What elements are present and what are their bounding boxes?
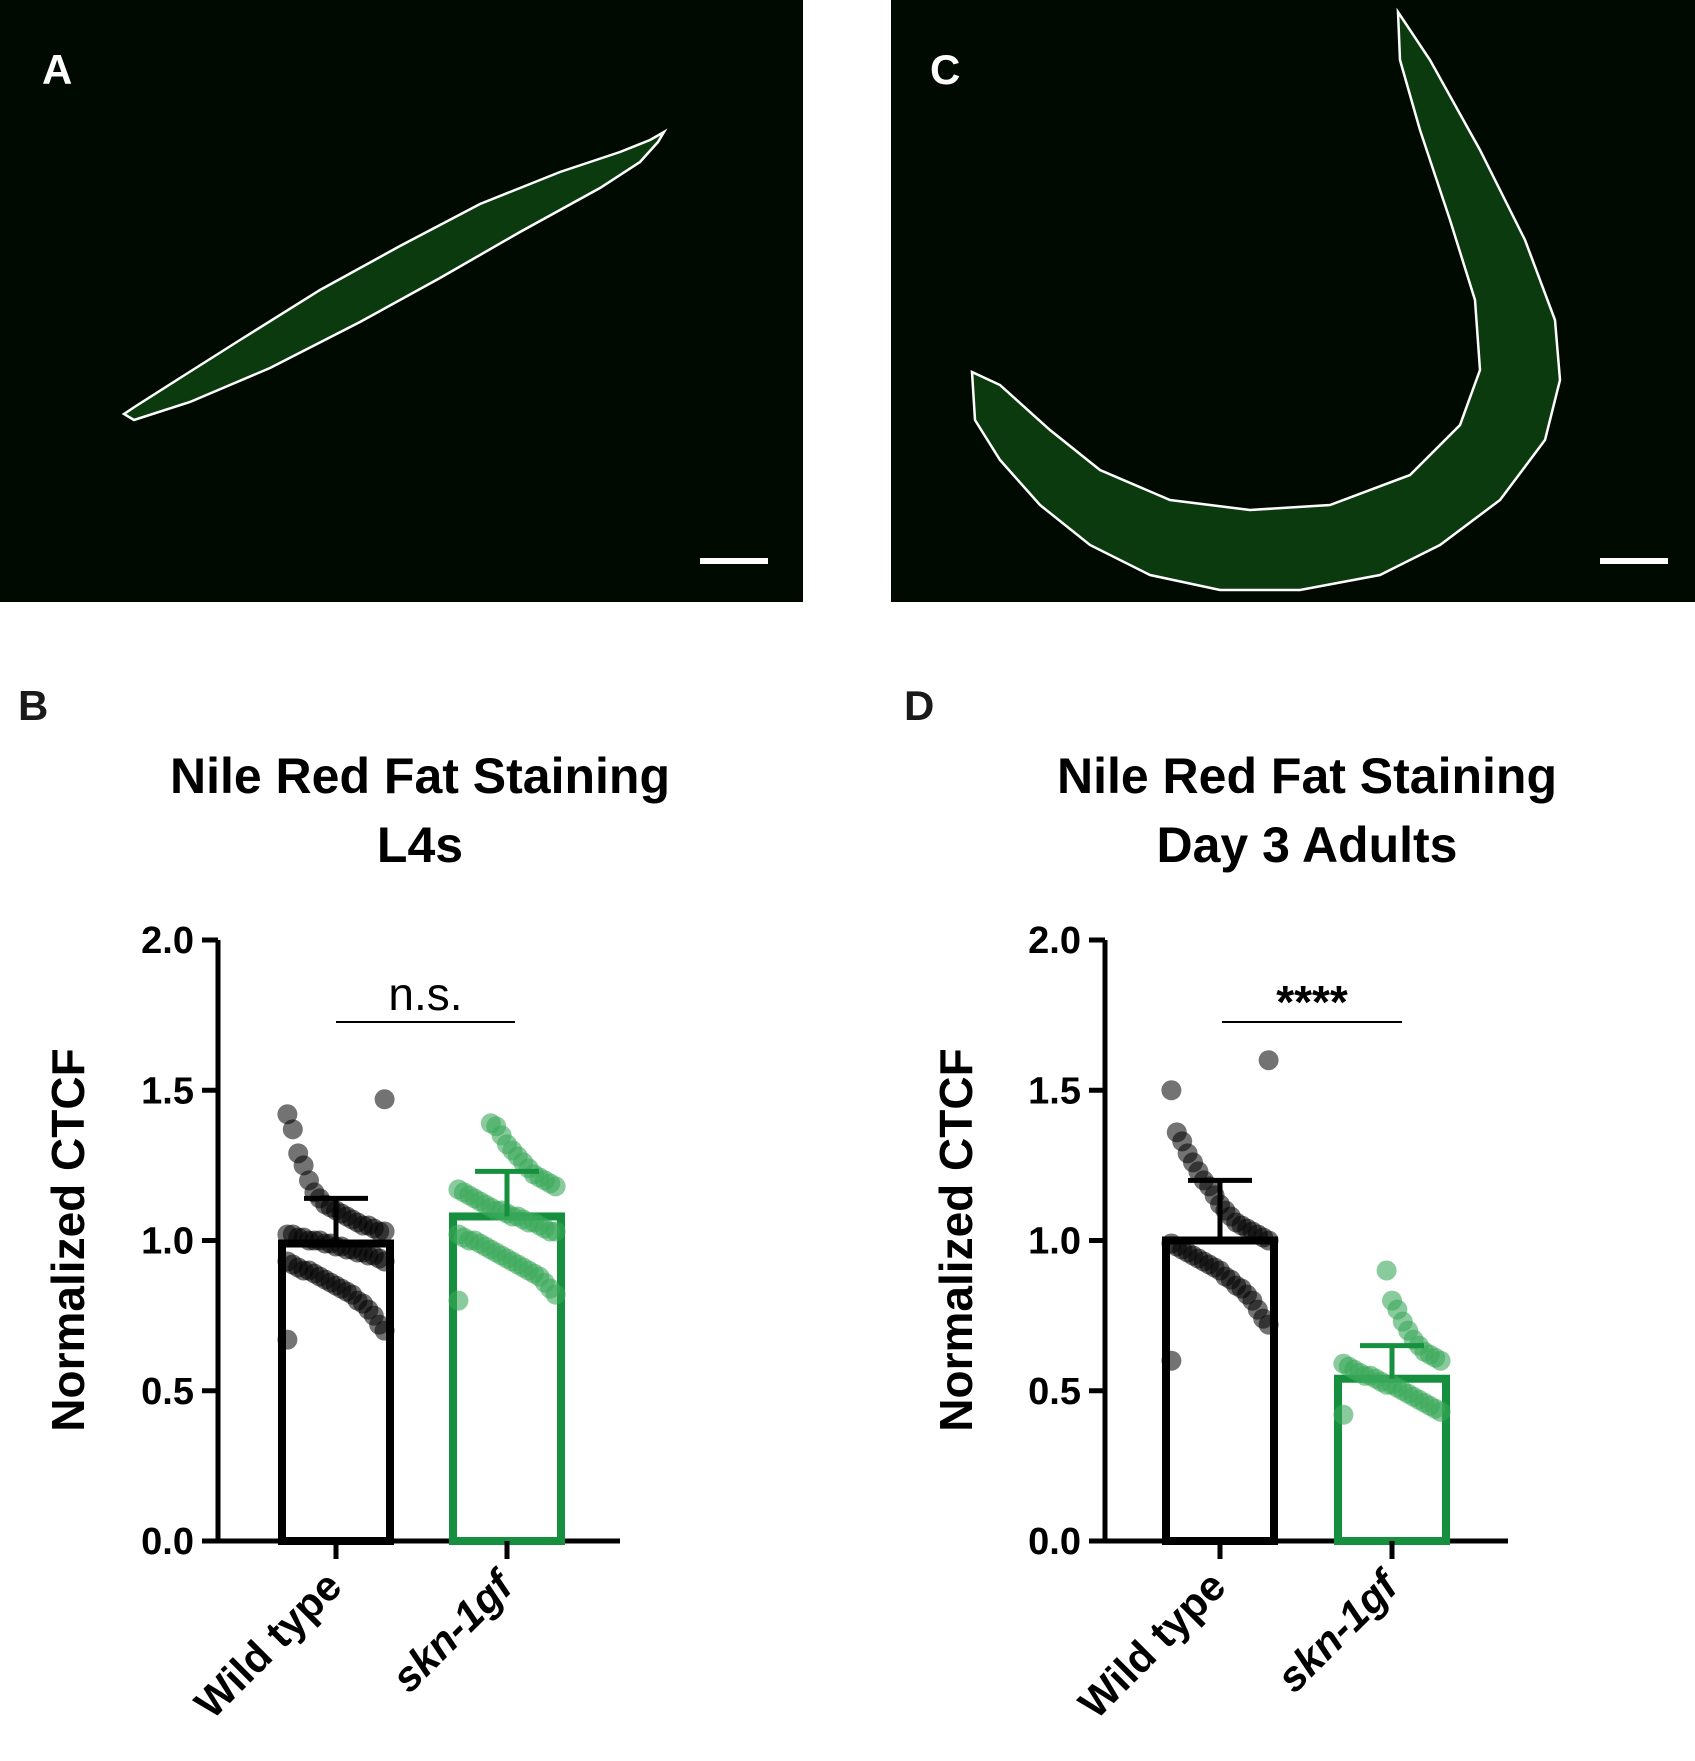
chart-title-line1: Nile Red Fat Staining bbox=[170, 748, 670, 804]
significance-label: n.s. bbox=[388, 968, 462, 1020]
data-point bbox=[277, 1330, 297, 1350]
chart-panel-b: Nile Red Fat Staining L4s Normalized CTC… bbox=[42, 748, 670, 1727]
data-point bbox=[448, 1179, 468, 1199]
data-point bbox=[1161, 1080, 1181, 1100]
data-point bbox=[1259, 1050, 1279, 1070]
y-tick-label: 2.0 bbox=[141, 920, 194, 962]
micrograph-panel-c: C bbox=[891, 0, 1695, 602]
micrograph-a-background bbox=[0, 0, 803, 602]
data-point bbox=[1333, 1354, 1353, 1374]
data-point bbox=[1161, 1351, 1181, 1371]
figure: A C B D Nile Red Fat Staining L4s Normal… bbox=[0, 0, 1695, 1761]
y-tick-label: 2.0 bbox=[1028, 920, 1081, 962]
data-point bbox=[481, 1113, 501, 1133]
y-tick-label: 1.5 bbox=[141, 1070, 194, 1112]
data-point bbox=[448, 1224, 468, 1244]
y-tick-label: 0.0 bbox=[1028, 1521, 1081, 1563]
y-tick-label: 1.0 bbox=[141, 1221, 194, 1263]
data-point bbox=[375, 1089, 395, 1109]
y-axis-label: Normalized CTCF bbox=[930, 1048, 982, 1431]
data-point bbox=[1377, 1261, 1397, 1281]
data-point bbox=[1382, 1291, 1402, 1311]
significance-label: **** bbox=[1276, 976, 1348, 1028]
chart-title-line2: L4s bbox=[377, 817, 463, 873]
micrograph-panel-a: A bbox=[0, 0, 803, 602]
bar-wild-type bbox=[1166, 1241, 1274, 1542]
panel-letter-a: A bbox=[42, 46, 72, 93]
plot-area: 0.0 0.5 1.0 1.5 2.0 Wild type skn-1gf **** bbox=[1028, 920, 1508, 1727]
y-tick-label: 1.5 bbox=[1028, 1070, 1081, 1112]
x-tick-label: skn-1gf bbox=[383, 1559, 525, 1701]
x-tick-label: Wild type bbox=[185, 1562, 350, 1727]
chart-title-line2: Day 3 Adults bbox=[1156, 817, 1457, 873]
panel-letter-c: C bbox=[930, 46, 960, 93]
data-point bbox=[1333, 1405, 1353, 1425]
y-tick-label: 0.5 bbox=[141, 1371, 194, 1413]
chart-panel-d: Nile Red Fat Staining Day 3 Adults Norma… bbox=[930, 748, 1557, 1727]
panel-letter-b: B bbox=[18, 682, 48, 729]
data-point bbox=[1167, 1122, 1187, 1142]
data-point bbox=[1161, 1234, 1181, 1254]
data-point bbox=[277, 1224, 297, 1244]
x-tick-label: skn-1gf bbox=[1268, 1559, 1410, 1701]
scale-bar-a bbox=[700, 558, 768, 564]
x-tick-label: Wild type bbox=[1069, 1562, 1234, 1727]
plot-area: 0.0 0.5 1.0 1.5 2.0 Wild type skn-1gf n.s. bbox=[141, 920, 620, 1727]
scale-bar-c bbox=[1600, 558, 1668, 564]
y-tick-label: 0.5 bbox=[1028, 1371, 1081, 1413]
y-axis-label: Normalized CTCF bbox=[42, 1048, 94, 1431]
data-point bbox=[448, 1291, 468, 1311]
chart-title-line1: Nile Red Fat Staining bbox=[1057, 748, 1557, 804]
data-point bbox=[288, 1143, 308, 1163]
panel-letter-d: D bbox=[904, 682, 934, 729]
data-point bbox=[277, 1252, 297, 1272]
y-tick-label: 1.0 bbox=[1028, 1221, 1081, 1263]
data-point bbox=[277, 1104, 297, 1124]
y-tick-label: 0.0 bbox=[141, 1521, 194, 1563]
